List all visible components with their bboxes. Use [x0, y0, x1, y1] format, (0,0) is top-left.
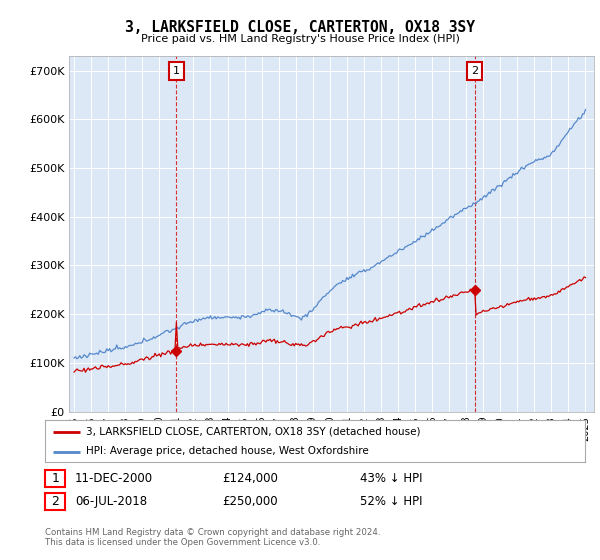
Text: £250,000: £250,000	[222, 494, 278, 508]
Text: 3, LARKSFIELD CLOSE, CARTERTON, OX18 3SY: 3, LARKSFIELD CLOSE, CARTERTON, OX18 3SY	[125, 20, 475, 35]
Text: 52% ↓ HPI: 52% ↓ HPI	[360, 494, 422, 508]
Text: 06-JUL-2018: 06-JUL-2018	[75, 494, 147, 508]
Text: 11-DEC-2000: 11-DEC-2000	[75, 472, 153, 486]
Text: 3, LARKSFIELD CLOSE, CARTERTON, OX18 3SY (detached house): 3, LARKSFIELD CLOSE, CARTERTON, OX18 3SY…	[86, 427, 420, 437]
Text: 2: 2	[51, 494, 59, 508]
Text: 2: 2	[471, 66, 478, 76]
Text: HPI: Average price, detached house, West Oxfordshire: HPI: Average price, detached house, West…	[86, 446, 368, 456]
Text: 1: 1	[51, 472, 59, 486]
Text: Contains HM Land Registry data © Crown copyright and database right 2024.
This d: Contains HM Land Registry data © Crown c…	[45, 528, 380, 547]
Text: 43% ↓ HPI: 43% ↓ HPI	[360, 472, 422, 486]
Text: Price paid vs. HM Land Registry's House Price Index (HPI): Price paid vs. HM Land Registry's House …	[140, 34, 460, 44]
Text: 1: 1	[173, 66, 180, 76]
Text: £124,000: £124,000	[222, 472, 278, 486]
